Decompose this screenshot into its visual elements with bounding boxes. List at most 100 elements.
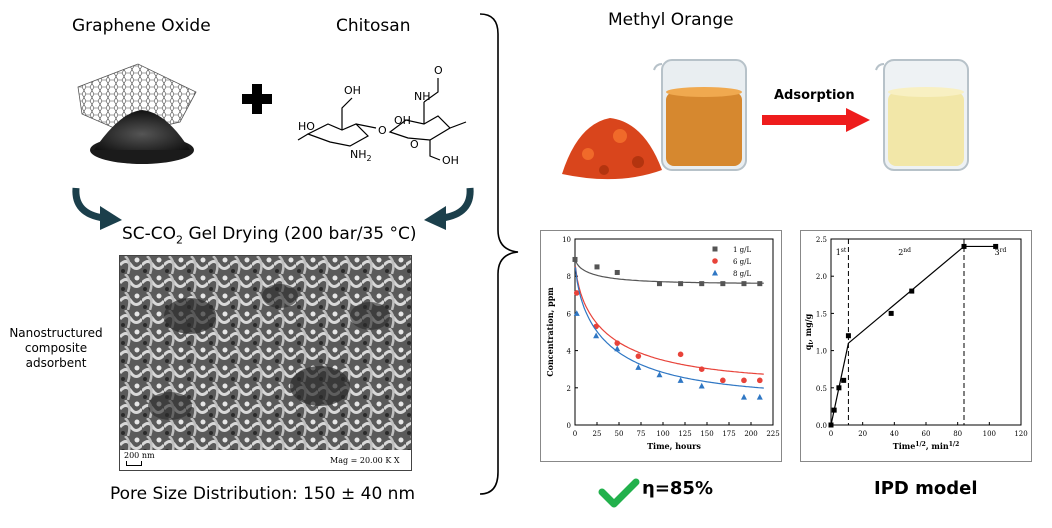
- curly-brace: [479, 13, 519, 495]
- x-tick-label: 150: [700, 430, 713, 438]
- graphene-sheet: [77, 63, 197, 135]
- chitosan-label: Chitosan: [336, 16, 411, 36]
- plot-frame: [830, 238, 1022, 426]
- y-tick-label: 2.5: [816, 236, 827, 244]
- fit-curve: [574, 260, 764, 284]
- data-point: [572, 256, 578, 262]
- region-label: 2nd: [898, 247, 911, 257]
- plus-icon: [242, 84, 272, 114]
- data-point: [757, 377, 763, 384]
- data-point: [845, 333, 851, 339]
- chitosan-atom-oh3: OH: [442, 154, 459, 166]
- sem-mag-label: Mag = 20.00 K X: [330, 456, 400, 465]
- ipd-chart: 0 20 40 60 80 100 120 0.0 0.5 1.0 1.5 2.0 2.5 Time1/2…: [800, 230, 1032, 462]
- data-point: [573, 290, 580, 296]
- curved-arrow-right-icon: [424, 187, 474, 230]
- y-tick-label: 1.0: [816, 348, 827, 356]
- x-tick-label: 75: [637, 430, 646, 438]
- data-point: [993, 243, 999, 249]
- data-point: [757, 281, 763, 287]
- adsorbent-label: Nanostructured composite adsorbent: [9, 326, 103, 370]
- x-tick-label: 100: [656, 430, 669, 438]
- y-tick-label: 8: [567, 273, 571, 281]
- data-point: [656, 281, 662, 287]
- chitosan-atom-nh2: NH2: [350, 148, 372, 163]
- chitosan-atom-o3: O: [410, 138, 419, 151]
- data-point: [836, 385, 842, 391]
- y-axis-label: qt, mg/g: [803, 313, 815, 350]
- check-icon: [598, 478, 640, 508]
- x-tick-label: 120: [1014, 430, 1027, 438]
- fit-segment: [830, 343, 850, 426]
- legend-label: 1 g/L: [733, 246, 752, 254]
- y-axis-label: Concentration, ppm: [545, 287, 555, 377]
- data-point: [573, 310, 580, 316]
- chitosan-atom-oh2: OH: [394, 114, 411, 127]
- data-point: [677, 377, 684, 383]
- x-tick-label: 20: [858, 430, 867, 438]
- data-point: [720, 377, 726, 384]
- y-tick-label: 4: [567, 348, 572, 356]
- chitosan-structure: OH HO NH2 O OH NH O O OH: [297, 64, 467, 166]
- sem-info-bar: 200 nm Mag = 20.00 K X: [120, 450, 411, 470]
- chitosan-atom-o2: O: [434, 64, 443, 77]
- chitosan-atom-oh1: OH: [344, 84, 361, 97]
- x-tick-label: 100: [983, 430, 996, 438]
- data-point: [828, 422, 834, 428]
- chitosan-atom-ho: HO: [298, 120, 315, 133]
- data-point: [635, 364, 642, 370]
- legend-label: 6 g/L: [733, 258, 752, 266]
- beaker-yellow: [875, 59, 969, 171]
- legend-marker: [712, 269, 718, 276]
- data-point: [741, 377, 747, 384]
- legend-label: 8 g/L: [733, 270, 752, 278]
- data-point: [698, 382, 705, 389]
- chitosan-atom-nh: NH: [414, 90, 431, 103]
- region-label: 3rd: [995, 247, 1007, 257]
- y-tick-label: 0: [567, 422, 571, 430]
- sem-scale-label: 200 nm: [124, 451, 155, 460]
- data-point: [841, 377, 847, 383]
- fit-curve: [574, 267, 764, 389]
- series-2: 8 g/L: [573, 267, 764, 400]
- x-tick-label: 50: [615, 430, 624, 438]
- data-point: [756, 393, 763, 400]
- x-tick-label: 60: [922, 430, 931, 438]
- x-tick-label: 80: [953, 430, 962, 438]
- y-tick-label: 0.0: [816, 422, 827, 430]
- y-tick-label: 10: [562, 236, 571, 244]
- y-tick-label: 2: [567, 385, 571, 393]
- data-point: [635, 353, 642, 359]
- data-point: [741, 281, 747, 287]
- concentration-chart: 0 25 50 75 100 125 150 175 200 225 0 2 4 6 8 10 Time, ho…: [540, 230, 782, 462]
- plot-frame: [574, 238, 774, 426]
- ipd-model-label: IPD model: [874, 478, 978, 499]
- x-tick-label: 40: [890, 430, 899, 438]
- beaker-orange: [653, 59, 747, 171]
- sem-scale-bar: [126, 461, 142, 466]
- data-point: [678, 281, 684, 287]
- sem-texture: [120, 256, 411, 450]
- data-point: [614, 345, 621, 352]
- drying-condition-label: SC-CO2 Gel Drying (200 bar/35 °C): [122, 224, 417, 247]
- data-point: [614, 340, 621, 346]
- series-0: 1 g/L: [572, 246, 764, 287]
- graphene-oxide-illustration: [77, 63, 197, 164]
- y-tick-label: 0.5: [816, 385, 827, 393]
- x-tick-label: 200: [744, 430, 757, 438]
- y-tick-label: 6: [567, 310, 572, 318]
- data-point: [831, 407, 837, 413]
- y-tick-label: 1.5: [816, 310, 827, 318]
- efficiency-label: η=85%: [642, 478, 713, 499]
- data-point: [720, 281, 726, 287]
- data-point: [614, 269, 620, 275]
- data-point: [593, 332, 600, 339]
- legend-marker: [712, 246, 718, 252]
- region-label: 1st: [836, 247, 847, 257]
- data-point: [594, 264, 600, 270]
- pore-size-label: Pore Size Distribution: 150 ± 40 nm: [110, 484, 416, 504]
- x-tick-label: 225: [766, 430, 779, 438]
- data-point: [888, 310, 894, 316]
- data-point: [909, 288, 915, 294]
- x-tick-label: 125: [678, 430, 691, 438]
